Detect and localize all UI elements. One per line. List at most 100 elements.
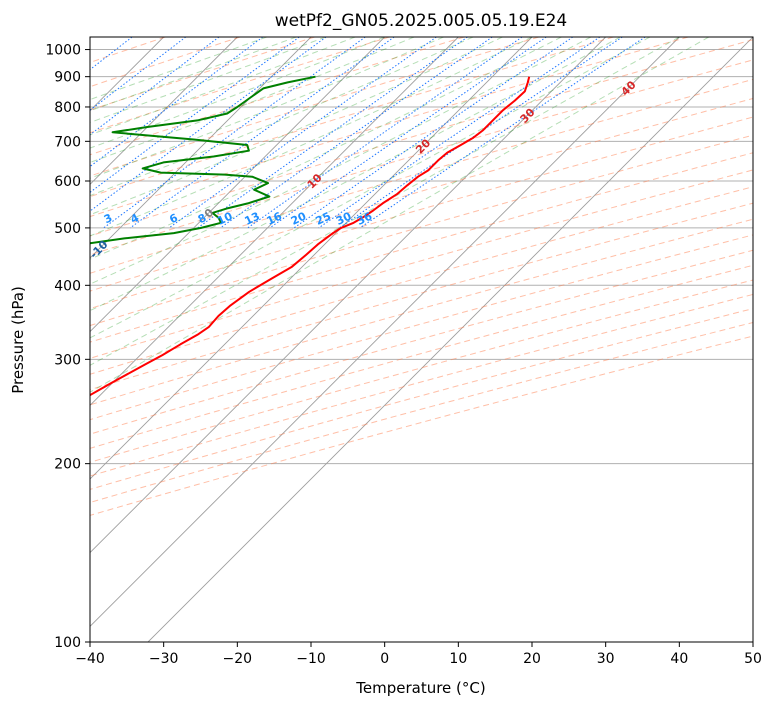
temperature-profile-line	[90, 76, 531, 397]
y-tick-label: 1000	[45, 43, 81, 59]
y-tick-label: 800	[54, 100, 81, 116]
dewpoint-profile-line	[90, 75, 316, 245]
mixing-ratio-label: 36	[355, 209, 375, 227]
y-tick-label: 200	[54, 457, 81, 473]
dry-adiabat	[90, 249, 753, 435]
x-tick-label: 0	[380, 651, 389, 667]
x-tick-label: 10	[449, 651, 467, 667]
dry-adiabat	[90, 152, 753, 343]
dry-adiabat	[90, 37, 241, 88]
mixing-ratio-line	[220, 37, 493, 229]
mixing-ratio-line	[90, 37, 327, 212]
dry-adiabat	[90, 97, 753, 292]
dry-adiabat	[90, 321, 753, 504]
y-tick-label: 100	[54, 635, 81, 651]
mixing-ratio-label: 4	[129, 211, 142, 226]
dry-adiabat	[90, 59, 753, 256]
background-labels: 0.10.20.40.611.52346810131620253036-100-…	[7, 78, 639, 261]
dry-adiabat	[90, 186, 753, 375]
mixing-ratio-line	[90, 37, 300, 194]
dry-adiabat	[90, 293, 753, 477]
mixing-ratio-line	[90, 37, 187, 111]
moist-adiabat	[90, 37, 533, 237]
y-tick-label: 900	[54, 70, 81, 86]
mixing-ratio-line	[103, 37, 366, 229]
mixing-ratio-label: 3	[102, 211, 114, 226]
mixing-ratio-line	[0, 37, 82, 228]
isotherm-line	[90, 37, 606, 554]
moist-adiabat	[90, 37, 326, 123]
dry-adiabat	[90, 39, 753, 237]
dry-adiabat	[90, 37, 390, 134]
x-tick-label: −20	[223, 651, 253, 667]
mixing-ratio-line	[293, 37, 574, 229]
dry-adiabat	[90, 134, 753, 327]
plot-series	[90, 75, 531, 397]
dry-adiabat	[90, 78, 753, 274]
y-axis-title: Pressure (hPa)	[9, 286, 27, 394]
moist-adiabat	[90, 37, 474, 197]
moist-adiabat	[90, 37, 503, 216]
mixing-ratio-line	[90, 37, 220, 136]
x-tick-label: 50	[744, 651, 762, 667]
mixing-ratio-line	[197, 37, 468, 229]
x-tick-label: −30	[149, 651, 179, 667]
x-axis: −40 −30 −20 −10 0 10 20 30 40 50	[75, 642, 762, 667]
plot-background	[0, 37, 753, 642]
y-tick-label: 500	[54, 221, 81, 237]
mixing-ratio-line	[318, 37, 601, 229]
moist-adiabat	[90, 37, 710, 393]
isotherm-line	[90, 37, 385, 333]
x-tick-label: 30	[597, 651, 615, 667]
dry-adiabat	[90, 37, 689, 218]
moist-adiabat	[90, 37, 651, 339]
mixing-ratio-line	[359, 37, 646, 229]
y-tick-label: 600	[54, 174, 81, 190]
mixing-ratio-line	[129, 37, 395, 229]
dry-adiabat	[90, 116, 753, 310]
chart-title: wetPf2_GN05.2025.005.05.19.E24	[275, 11, 567, 31]
x-tick-label: −40	[75, 651, 105, 667]
moist-adiabat	[90, 37, 415, 164]
moist-adiabat	[90, 37, 562, 260]
dry-adiabat	[90, 37, 465, 156]
moist-adiabat	[90, 37, 621, 312]
moist-adiabat	[90, 37, 592, 285]
isotherm-label: 30	[518, 106, 538, 126]
dry-adiabat	[90, 335, 753, 516]
dry-adiabat	[90, 279, 753, 463]
y-axis: 100 200 300 400 500 600 700 800 900 1000	[45, 43, 90, 651]
x-tick-label: 40	[670, 651, 688, 667]
isotherm-label: 40	[619, 78, 639, 98]
y-tick-label: 300	[54, 352, 81, 368]
dry-adiabat	[90, 37, 614, 198]
mixing-ratio-label: 6	[167, 211, 180, 226]
dry-adiabat	[90, 218, 753, 406]
x-axis-title: Temperature (°C)	[355, 679, 485, 697]
dry-adiabat	[90, 37, 315, 111]
isotherm-line	[90, 37, 238, 185]
isotherm-line	[90, 37, 680, 627]
dry-adiabat	[90, 234, 753, 421]
mixing-ratio-line	[90, 37, 264, 168]
mixing-ratio-line	[247, 37, 523, 229]
x-tick-label: −10	[296, 651, 326, 667]
mixing-ratio-label: 10	[215, 209, 235, 227]
moist-adiabat	[90, 37, 297, 112]
isotherm-line	[90, 37, 533, 480]
moist-adiabat	[90, 37, 385, 149]
mixing-ratio-label: 30	[334, 209, 354, 227]
mixing-ratio-line	[269, 37, 547, 229]
mixing-ratio-label: 13	[243, 210, 262, 228]
dry-adiabat	[90, 264, 753, 449]
dry-adiabat	[90, 202, 753, 391]
isotherm-line	[147, 37, 753, 642]
mixing-ratio-label: 1	[7, 211, 19, 226]
isotherm-line	[90, 37, 459, 406]
isotherm-label: 20	[413, 136, 433, 156]
mixing-ratio-label: 25	[314, 210, 333, 228]
mixing-ratio-label: 20	[289, 209, 309, 227]
dry-adiabat	[90, 308, 753, 490]
plot-frame	[89, 36, 754, 643]
